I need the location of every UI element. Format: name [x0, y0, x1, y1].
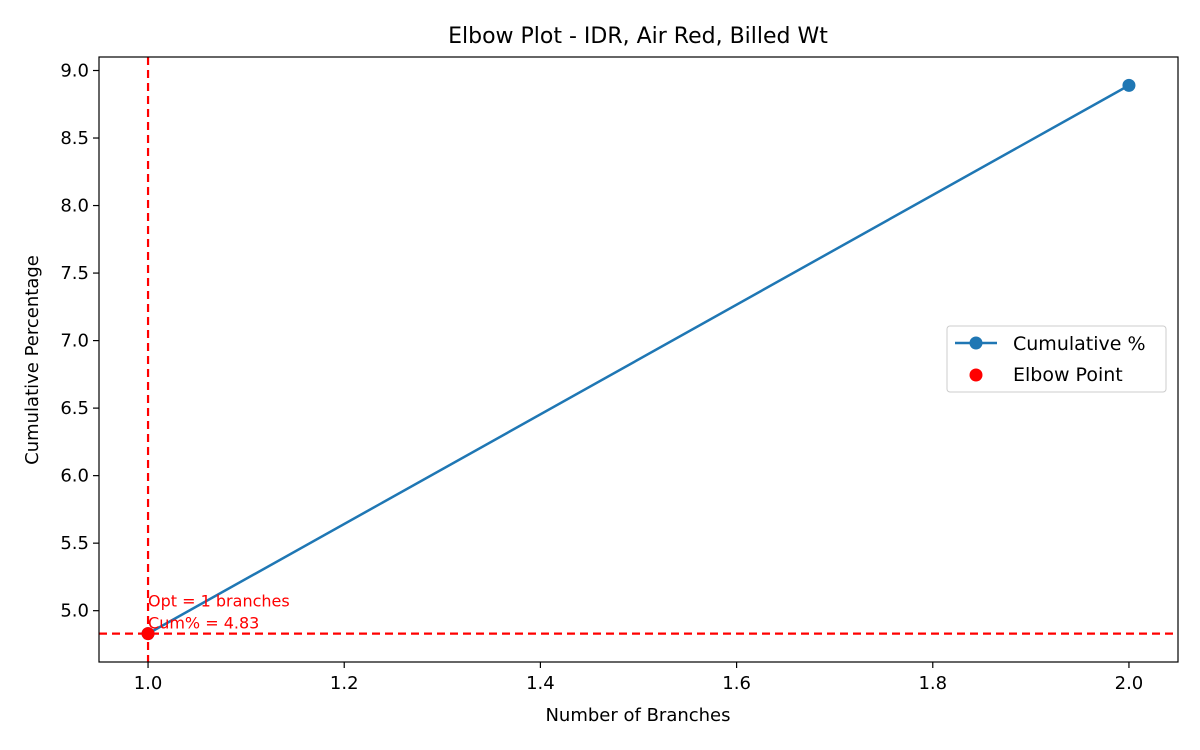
x-axis-label: Number of Branches	[545, 705, 730, 726]
series-point	[1122, 78, 1136, 92]
chart-title: Elbow Plot - IDR, Air Red, Billed Wt	[448, 24, 828, 49]
y-tick-label: 9.0	[60, 61, 89, 82]
y-tick-label: 8.5	[60, 128, 89, 149]
legend-line-marker	[969, 336, 983, 350]
elbow-point	[141, 627, 155, 641]
plot-area	[99, 57, 1178, 662]
x-tick-label: 1.8	[918, 673, 947, 694]
y-tick-label: 7.5	[60, 263, 89, 284]
y-tick-label: 8.0	[60, 196, 89, 217]
legend-label-cumulative: Cumulative %	[1013, 333, 1146, 355]
legend-frame	[946, 325, 1167, 393]
legend: Cumulative % Elbow Point	[946, 325, 1167, 393]
y-tick-label: 6.5	[60, 398, 89, 419]
x-tick-label: 1.6	[722, 673, 751, 694]
legend-label-elbow: Elbow Point	[1013, 364, 1123, 386]
x-tick-label: 1.4	[526, 673, 555, 694]
y-tick-label: 5.0	[60, 601, 89, 622]
y-tick-label: 5.5	[60, 533, 89, 554]
x-tick-label: 2.0	[1115, 673, 1144, 694]
plot-frame	[98, 56, 1179, 663]
x-axis: 1.0 1.2 1.4 1.6 1.8 2.0	[134, 662, 1144, 694]
y-tick-label: 6.0	[60, 466, 89, 487]
legend-elbow-marker	[969, 368, 983, 382]
y-axis-label: Cumulative Percentage	[22, 255, 43, 465]
y-tick-label: 7.0	[60, 331, 89, 352]
annotation-line-1: Opt = 1 branches	[148, 592, 290, 611]
x-tick-label: 1.0	[134, 673, 163, 694]
x-tick-label: 1.2	[330, 673, 359, 694]
series-line	[147, 84, 1130, 635]
annotation-line-2: Cum% = 4.83	[148, 614, 259, 633]
y-axis: 5.0 5.5 6.0 6.5 7.0 7.5 8.0 8.5 9.0	[60, 61, 99, 622]
